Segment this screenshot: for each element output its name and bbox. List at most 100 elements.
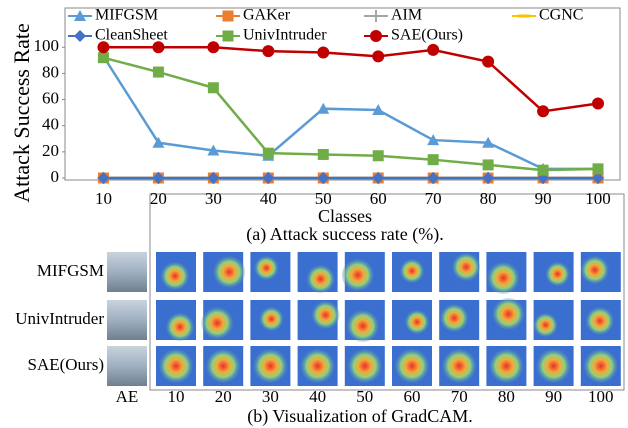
heatmap-spot	[348, 349, 382, 383]
x-tick-label: 30	[205, 189, 222, 208]
row-label: UnivIntruder	[15, 309, 104, 328]
heatmap-spot	[492, 298, 524, 330]
marker	[208, 82, 219, 93]
heatmap-spot	[159, 349, 193, 383]
marker	[98, 52, 109, 63]
heatmap-spot	[253, 349, 287, 383]
ae-image	[107, 346, 147, 386]
legend-label: GAKer	[243, 7, 291, 24]
legend-label: AIM	[391, 7, 422, 24]
heatmap-spot	[452, 253, 480, 281]
series-line	[103, 47, 598, 111]
legend-label: MIFGSM	[95, 7, 158, 24]
y-axis-label: Attack Success Rate	[9, 23, 34, 203]
x-tick-label: 40	[260, 189, 277, 208]
caption-a: (a) Attack success rate (%).	[246, 224, 443, 245]
ae-image	[107, 252, 147, 292]
heatmap-spot	[487, 262, 519, 294]
legend-label: SAE(Ours)	[391, 27, 463, 44]
heatmap-spot	[213, 256, 245, 288]
heatmap-spot	[307, 265, 335, 293]
column-label: 70	[451, 387, 468, 406]
heatmap-spot	[254, 256, 278, 280]
heatmap-spot	[342, 259, 374, 291]
y-tick-label: 0	[51, 167, 60, 186]
x-tick-label: 100	[585, 189, 611, 208]
x-tick-label: 10	[95, 189, 112, 208]
column-label: 50	[356, 387, 373, 406]
marker	[370, 10, 382, 22]
heatmap-spot	[584, 349, 618, 383]
heatmap-spot	[534, 313, 558, 337]
y-tick-label: 100	[34, 36, 60, 55]
heatmap-spot	[546, 262, 570, 286]
y-tick-label: 80	[42, 62, 59, 81]
y-tick-label: 40	[42, 115, 59, 134]
marker	[427, 44, 439, 56]
x-tick-label: 50	[315, 189, 332, 208]
marker	[152, 41, 164, 53]
marker	[372, 50, 384, 62]
column-label: 40	[309, 387, 326, 406]
heatmap-spot	[395, 349, 429, 383]
marker	[318, 149, 329, 160]
marker	[207, 41, 219, 53]
row-label: MIFGSM	[37, 261, 104, 280]
marker	[317, 46, 329, 58]
heatmap-spot	[440, 304, 468, 332]
heatmap-spot	[442, 349, 476, 383]
marker	[592, 97, 604, 109]
legend-label: CGNC	[539, 7, 583, 24]
series-line	[103, 58, 598, 170]
caption-b: (b) Visualization of GradCAM.	[247, 406, 473, 427]
legend-label: UnivIntruder	[243, 27, 327, 44]
heatmap-spot	[312, 301, 340, 329]
heatmap-spot	[166, 313, 194, 341]
heatmap-spot	[201, 307, 233, 339]
heatmap-spot	[400, 259, 424, 283]
row-label: SAE(Ours)	[28, 355, 105, 374]
marker	[483, 159, 494, 170]
marker	[223, 31, 234, 42]
column-label: 90	[545, 387, 562, 406]
x-tick-label: 80	[480, 189, 497, 208]
column-label: 20	[215, 387, 232, 406]
heatmap-spot	[259, 307, 283, 331]
heatmap-spot	[405, 310, 429, 334]
marker	[537, 105, 549, 117]
series-line	[103, 56, 598, 168]
marker	[262, 45, 274, 57]
marker	[482, 56, 494, 68]
x-axis-label: Classes	[318, 206, 372, 226]
marker	[223, 11, 234, 22]
x-tick-label: 70	[425, 189, 442, 208]
marker	[538, 165, 549, 176]
heatmap-spot	[586, 307, 614, 335]
column-label: AE	[116, 387, 139, 406]
x-tick-label: 90	[535, 189, 552, 208]
heatmap-spot	[206, 349, 240, 383]
marker	[153, 67, 164, 78]
figure: Attack Success Rate Classes (a) Attack s…	[0, 0, 628, 428]
x-tick-label: 20	[150, 189, 167, 208]
marker	[428, 154, 439, 165]
legend-label: CleanSheet	[95, 27, 168, 44]
marker	[370, 30, 382, 42]
marker	[263, 148, 274, 159]
heatmap-spot	[161, 262, 189, 290]
marker	[74, 30, 86, 42]
column-label: 30	[262, 387, 279, 406]
marker	[373, 150, 384, 161]
heatmap-spot	[581, 256, 609, 284]
y-tick-label: 60	[42, 88, 59, 107]
column-label: 60	[404, 387, 421, 406]
column-label: 10	[168, 387, 185, 406]
x-tick-label: 60	[370, 189, 387, 208]
heatmap-spot	[537, 349, 571, 383]
column-label: 100	[588, 387, 614, 406]
marker	[593, 163, 604, 174]
ae-image	[107, 300, 147, 340]
heatmap-spot	[489, 349, 523, 383]
marker	[97, 41, 109, 53]
column-label: 80	[498, 387, 515, 406]
